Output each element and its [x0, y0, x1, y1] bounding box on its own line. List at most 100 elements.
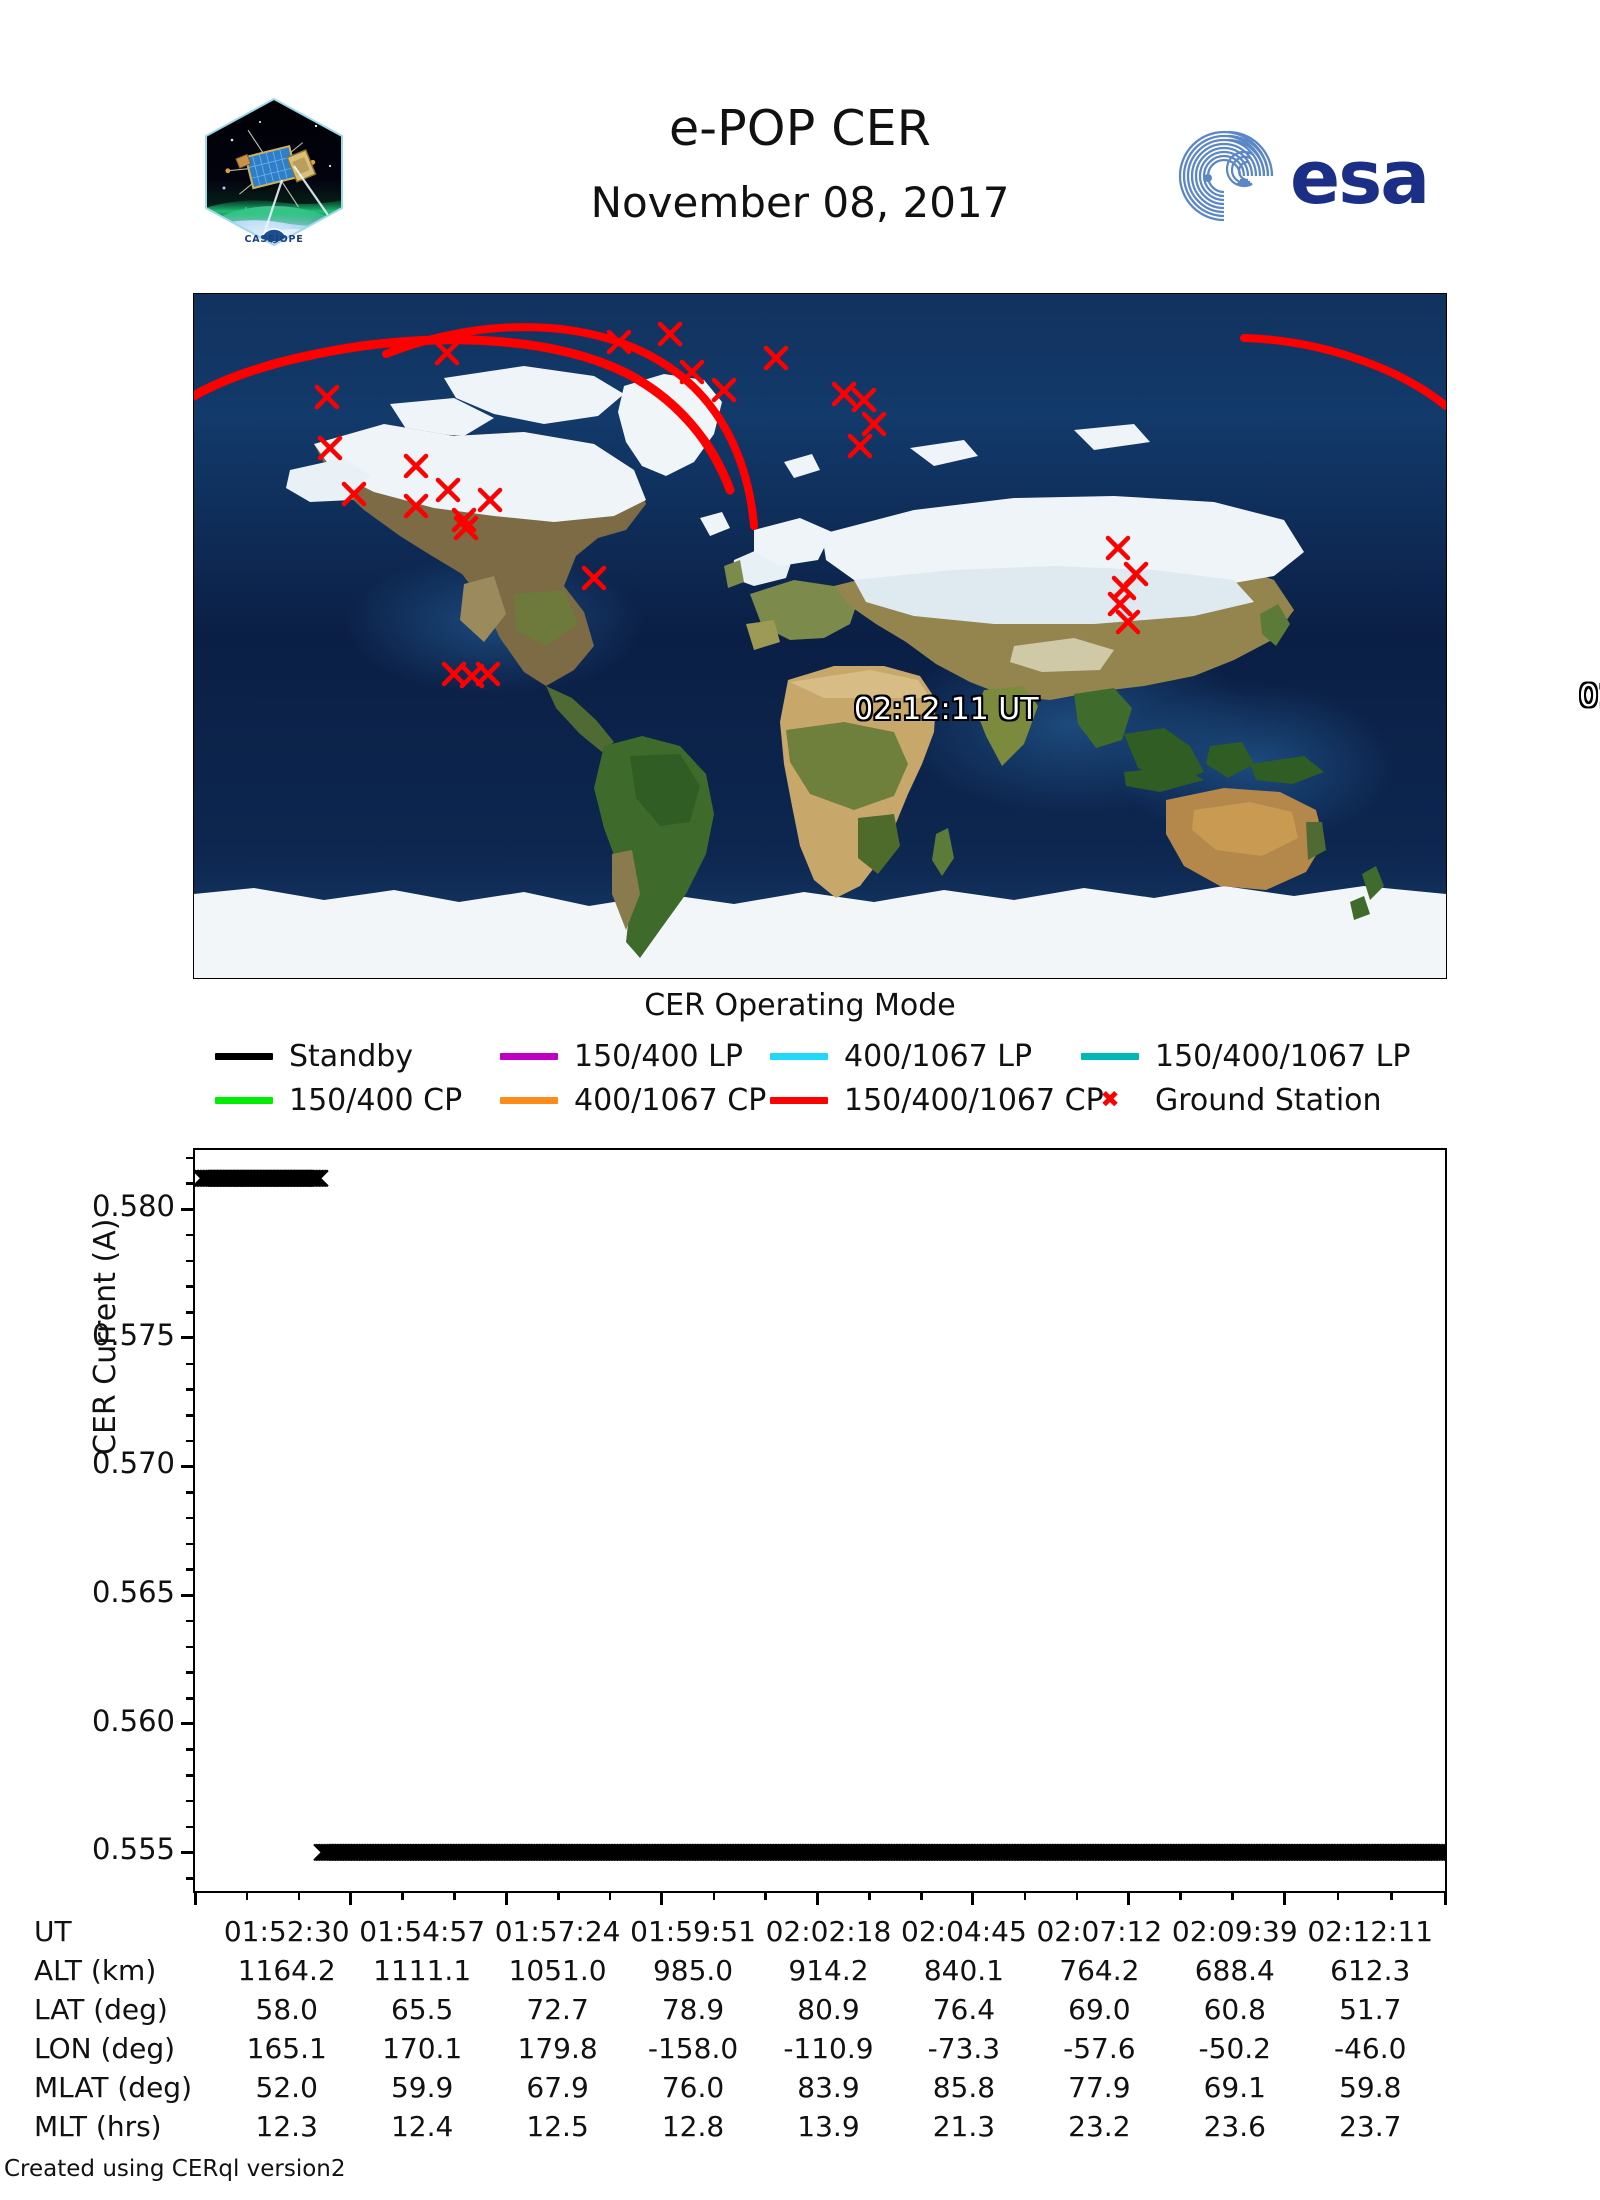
y-tick-minor [186, 1182, 194, 1185]
legend-item-150-400-lp: 150/400 LP [500, 1035, 743, 1077]
table-cell: 72.7 [526, 1993, 589, 2026]
x-tick-minor [557, 1891, 560, 1900]
table-cell: 12.4 [390, 2110, 454, 2143]
table-cell: 23.2 [1068, 2110, 1131, 2143]
x-tick-major [349, 1891, 353, 1905]
y-tick-major [181, 1850, 194, 1854]
table-cell: 60.8 [1203, 1993, 1266, 2026]
table-cell: 985.0 [652, 1954, 734, 1987]
y-tick-minor [186, 1645, 194, 1649]
page-header: CSA CASSIOPE e-POP CER November 08, 2017 [0, 0, 1600, 270]
table-cell: 1051.0 [508, 1954, 607, 1987]
x-tick-minor [1179, 1891, 1182, 1900]
table-cell: -110.9 [783, 2032, 874, 2065]
plot-canvas [195, 1169, 1445, 1862]
table-cell: 01:57:24 [494, 1915, 621, 1948]
table-cell: 01:54:57 [359, 1915, 486, 1948]
table-cell: 67.9 [526, 2071, 589, 2104]
footer-credit: Created using CERql version2 [4, 2156, 346, 2182]
table-cell: 52.0 [255, 2071, 318, 2104]
table-row: LON (deg) 165.1 170.1 179.8 -158.0 -110.9 -73.… [28, 2029, 1438, 2068]
x-tick-major [971, 1891, 975, 1905]
legend-label: 150/400 CP [289, 1082, 463, 1118]
legend-swatch [770, 1096, 828, 1104]
table-cell: 80.9 [797, 1993, 860, 2026]
legend-swatch [215, 1052, 273, 1060]
y-tick-minor [186, 1671, 194, 1674]
ground-station-marker [847, 433, 873, 459]
table-row-label: LON (deg) [34, 2032, 176, 2065]
x-tick-major [1127, 1891, 1131, 1905]
ground-station-marker [341, 481, 367, 507]
table-cell: -57.6 [1063, 2032, 1136, 2065]
table-cell: 76.0 [661, 2071, 725, 2104]
table-cell: -73.3 [927, 2032, 1001, 2065]
legend-row: Standby 150/400 LP 400/1067 LP 150/400/1… [215, 1035, 1415, 1077]
world-map-panel: 01:52:30 UT 02:12:11 UT [193, 293, 1600, 979]
y-tick-label: 0.560 [91, 1703, 175, 1738]
table-cell: 69.0 [1068, 1993, 1131, 2026]
y-tick-major [181, 1207, 194, 1211]
ground-station-marker [434, 340, 460, 366]
svg-text:esa: esa [1290, 135, 1428, 221]
y-tick-label: 0.555 [91, 1832, 175, 1867]
y-tick-label: 0.570 [91, 1446, 175, 1481]
y-tick-minor [186, 1516, 194, 1520]
legend-swatch [500, 1052, 558, 1060]
table-cell: 23.6 [1203, 2110, 1266, 2143]
ground-station-marker [763, 345, 789, 371]
y-tick-minor [186, 1388, 194, 1391]
y-tick-minor [186, 1414, 194, 1417]
table-cell: 21.3 [932, 2110, 996, 2143]
x-tick-major [815, 1891, 819, 1905]
ground-station-marker [679, 359, 705, 385]
esa-logo: esa [1178, 126, 1474, 226]
y-tick-minor [186, 1877, 194, 1880]
ground-station-marker [831, 381, 857, 407]
table-row-label: ALT (km) [34, 1954, 157, 1987]
ground-station-marker [403, 493, 429, 519]
table-row: LAT (deg) 58.0 65.5 72.7 78.9 80.9 76.4 69.0 60.… [28, 1990, 1438, 2029]
table-row-label: MLT (hrs) [34, 2110, 162, 2143]
legend-item-150-400-1067-cp: 150/400/1067 CP [770, 1079, 1104, 1121]
table-cell: 59.8 [1339, 2071, 1402, 2104]
table-cell: 688.4 [1194, 1954, 1275, 1987]
page-title: e-POP CER [668, 100, 932, 157]
ground-station-markers [314, 321, 1149, 689]
legend-swatch [770, 1052, 828, 1060]
ground-station-x-icon: ✖ [1100, 1086, 1120, 1113]
table-cell: 01:59:51 [630, 1915, 756, 1948]
table-cell: 69.1 [1203, 2071, 1266, 2104]
y-tick-major [181, 1593, 194, 1597]
y-tick-minor [186, 1542, 194, 1546]
y-tick-minor [186, 1311, 194, 1314]
legend-swatch [1081, 1052, 1139, 1060]
orbit-end-time-label: 02:12:11 UT [854, 692, 1039, 727]
table-cell: 13.9 [797, 2110, 860, 2143]
svg-text:CASSIOPE: CASSIOPE [244, 234, 303, 245]
legend-swatch [500, 1096, 558, 1104]
table-row-label: MLAT (deg) [34, 2071, 193, 2104]
map-caption: CER Operating Mode [644, 988, 956, 1023]
legend-item-400-1067-cp: 400/1067 CP [500, 1079, 766, 1121]
y-tick-minor [186, 1156, 194, 1160]
table-row: ALT (km) 1164.2 1111.1 1051.0 985.0 914.2 840.… [28, 1951, 1438, 1990]
y-tick-major [181, 1336, 194, 1340]
x-tick-minor [1231, 1891, 1234, 1900]
y-tick-minor [186, 1491, 194, 1494]
legend-label: Standby [289, 1038, 414, 1074]
ground-station-marker [451, 507, 477, 533]
x-tick-major [504, 1891, 508, 1905]
legend-item-150-400-cp: 150/400 CP [215, 1079, 462, 1121]
legend-swatch [215, 1096, 273, 1104]
table-cell: 65.5 [390, 1993, 454, 2026]
legend-label: 400/1067 LP [844, 1038, 1033, 1074]
table-cell: 12.8 [661, 2110, 725, 2143]
x-tick-minor [245, 1891, 249, 1900]
table-cell: 764.2 [1059, 1954, 1140, 1987]
y-tick-label: 0.565 [91, 1575, 175, 1610]
parameter-table: UT 01:52:30 01:54:57 01:57:24 01:59:51 02:02:… [28, 1912, 1438, 2146]
ground-station-marker [477, 487, 503, 513]
legend-label: 150/400/1067 LP [1155, 1038, 1411, 1074]
x-tick-minor [764, 1891, 767, 1900]
